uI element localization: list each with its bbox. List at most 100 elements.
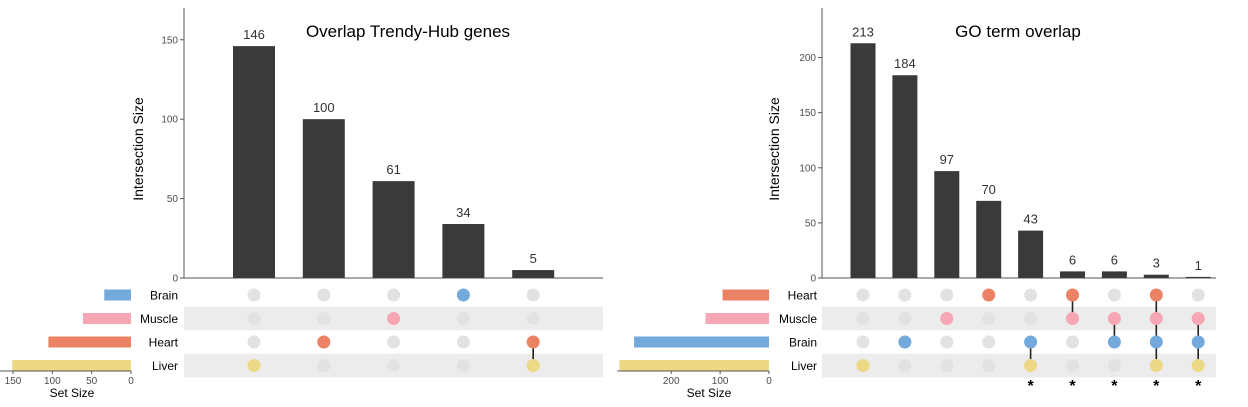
set-size-tick-label: 150 xyxy=(5,376,22,387)
bar-value-label: 34 xyxy=(456,205,470,220)
bar-value-label: 3 xyxy=(1153,256,1160,271)
set-size-tick-label: 50 xyxy=(86,376,98,387)
bar-value-label: 70 xyxy=(981,182,995,197)
matrix-dot-inactive xyxy=(387,288,401,302)
set-size-tick-label: 100 xyxy=(712,376,729,387)
bar-value-label: 43 xyxy=(1023,212,1037,227)
set-size-tick-label: 0 xyxy=(128,376,134,387)
matrix-row-shade xyxy=(822,306,1216,331)
matrix-dot-inactive xyxy=(456,359,470,372)
matrix-dot-inactive xyxy=(247,312,261,325)
set-size-bar-liver xyxy=(12,360,131,371)
matrix-dot-active-liver xyxy=(856,359,870,372)
matrix-dot-active-liver xyxy=(1149,359,1163,372)
set-size-bar-heart xyxy=(48,336,131,348)
intersection-bar xyxy=(1101,271,1127,278)
set-size-bar-liver xyxy=(619,360,769,371)
matrix-dot-inactive xyxy=(387,359,401,372)
chart-title: GO term overlap xyxy=(955,22,1081,41)
set-label-liver: Liver xyxy=(791,359,817,373)
matrix-dot-inactive xyxy=(982,335,996,349)
set-size-bar-muscle xyxy=(83,313,131,324)
matrix-dot-active-heart xyxy=(1149,288,1163,302)
y-tick-label: 200 xyxy=(799,53,816,64)
intersection-bar xyxy=(1143,274,1169,278)
matrix-dot-inactive xyxy=(1066,335,1079,349)
matrix-dot-inactive xyxy=(456,335,470,349)
significance-star: * xyxy=(1027,378,1034,395)
y-axis-title: Intersection Size xyxy=(766,97,782,201)
bar-value-label: 213 xyxy=(852,24,874,39)
y-tick-label: 50 xyxy=(805,218,817,229)
set-size-title: Set Size xyxy=(687,386,732,400)
matrix-dot-active-brain xyxy=(1149,335,1163,349)
intersection-bar xyxy=(512,270,555,278)
matrix-dot-inactive xyxy=(856,335,870,349)
matrix-dot-inactive xyxy=(317,312,331,325)
matrix-dot-inactive xyxy=(247,335,261,349)
matrix-dot-active-heart xyxy=(317,335,331,349)
set-size-tick-label: 200 xyxy=(663,376,680,387)
set-size-tick-label: 0 xyxy=(766,376,772,387)
set-size-bar-heart xyxy=(722,289,769,301)
matrix-dot-active-brain xyxy=(1191,335,1205,349)
y-tick-label: 50 xyxy=(167,194,179,205)
set-label-liver: Liver xyxy=(152,359,178,373)
y-tick-label: 0 xyxy=(172,274,178,285)
matrix-dot-active-muscle xyxy=(1066,312,1079,325)
bar-value-label: 146 xyxy=(243,27,265,42)
matrix-dot-inactive xyxy=(317,288,331,302)
matrix-dot-active-liver xyxy=(1024,359,1038,372)
matrix-dot-active-muscle xyxy=(1107,312,1121,325)
matrix-dot-active-heart xyxy=(982,288,996,302)
matrix-dot-inactive xyxy=(940,359,954,372)
matrix-dot-active-heart xyxy=(1066,288,1079,302)
y-tick-label: 150 xyxy=(799,108,816,119)
matrix-dot-inactive xyxy=(898,288,912,302)
set-size-bar-muscle xyxy=(705,313,769,324)
set-size-title: Set Size xyxy=(50,386,95,400)
significance-star: * xyxy=(1153,378,1160,395)
matrix-dot-active-liver xyxy=(247,359,261,372)
set-label-brain: Brain xyxy=(789,336,817,350)
intersection-bar xyxy=(1185,276,1211,278)
matrix-dot-active-heart xyxy=(526,335,540,349)
bar-value-label: 6 xyxy=(1069,252,1076,267)
matrix-dot-active-liver xyxy=(526,359,540,372)
matrix-dot-active-muscle xyxy=(1149,312,1163,325)
intersection-bar xyxy=(934,171,960,278)
intersection-bar xyxy=(976,200,1002,278)
intersection-bar xyxy=(892,75,918,278)
bar-value-label: 6 xyxy=(1111,252,1118,267)
matrix-dot-active-brain xyxy=(456,288,470,302)
matrix-dot-inactive xyxy=(940,335,954,349)
upset-panel-go-terms: 0 50 100 150 200 Intersection Size GO term ove… xyxy=(617,8,1216,400)
matrix-dot-inactive xyxy=(1107,359,1121,372)
matrix-dot-active-muscle xyxy=(940,312,954,325)
set-size-bar-brain xyxy=(104,289,131,301)
set-label-heart: Heart xyxy=(788,289,818,303)
intersection-bar xyxy=(850,43,876,278)
matrix-dot-active-brain xyxy=(898,335,912,349)
matrix-dot-inactive xyxy=(247,288,261,302)
matrix-dot-inactive xyxy=(898,359,912,372)
set-label-muscle: Muscle xyxy=(779,312,817,326)
matrix-dot-inactive xyxy=(982,312,996,325)
matrix-dot-inactive xyxy=(387,335,401,349)
intersection-bar xyxy=(1018,230,1044,278)
matrix-dot-inactive xyxy=(1024,312,1038,325)
matrix-dot-inactive xyxy=(1107,288,1121,302)
set-size-tick-label: 100 xyxy=(44,376,61,387)
intersection-bar xyxy=(302,119,345,278)
set-label-heart: Heart xyxy=(149,336,179,350)
matrix-dot-inactive xyxy=(856,288,870,302)
bar-value-label: 5 xyxy=(530,251,537,266)
matrix-dot-inactive xyxy=(317,359,331,372)
matrix-dot-active-brain xyxy=(1024,335,1038,349)
matrix-dot-inactive xyxy=(1191,288,1205,302)
chart-title: Overlap Trendy-Hub genes xyxy=(306,22,510,41)
matrix-dot-inactive xyxy=(456,312,470,325)
matrix-dot-active-muscle xyxy=(1191,312,1205,325)
